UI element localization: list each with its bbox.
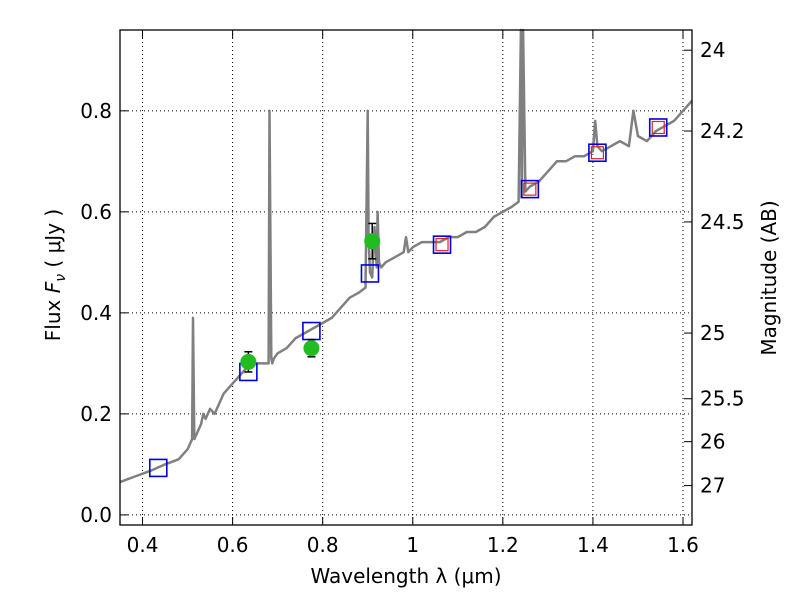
model-point-red (651, 120, 665, 135)
plot-frame (119, 29, 693, 526)
y2-tick-label: 24.5 (700, 210, 745, 234)
y-tick-label: 0.8 (80, 99, 112, 123)
y-tick-label: 0.0 (80, 503, 112, 527)
y-tick-label: 0.4 (80, 301, 112, 325)
x-axis-label: Wavelength λ (μm) (310, 564, 501, 588)
y2-axis-ticks: 24 24.2 24.5 25 25.5 26 27 (684, 38, 745, 498)
y-axis-label: Flux Fν ( μJy ) (41, 209, 69, 341)
y-axis-label-unit: ( μJy ) (41, 209, 65, 274)
x-axis-ticks: 0.4 0.6 0.8 1 1.2 1.4 1.6 (127, 30, 699, 557)
y2-tick-label: 26 (700, 430, 725, 454)
x-tick-label: 0.6 (217, 533, 249, 557)
grid (120, 30, 692, 525)
x-tick-label: 0.4 (127, 533, 159, 557)
y-axis-label-part: Flux (41, 293, 65, 341)
model-point-blue (588, 143, 607, 163)
axes-frame (119, 29, 693, 526)
y2-tick-label: 24.2 (700, 119, 745, 143)
x-tick-label: 1.2 (487, 533, 519, 557)
model-point-blue (520, 179, 540, 199)
spectrum (119, 28, 693, 484)
y-tick-label: 0.6 (80, 200, 112, 224)
model-point-blue (432, 235, 452, 254)
observed-point (364, 233, 381, 250)
plot-area (120, 30, 692, 525)
model-point-blue (648, 118, 668, 137)
model-point-blue (360, 264, 380, 283)
y-axis-label-subscript: ν (53, 274, 69, 282)
model-point-red (590, 146, 605, 160)
x-tick-label: 0.8 (307, 533, 339, 557)
spectrum-line (119, 28, 693, 484)
y-tick-label: 0.2 (80, 402, 112, 426)
x-tick-label: 1.4 (577, 533, 609, 557)
model-point-red (435, 238, 449, 252)
model-point-red (523, 182, 537, 196)
plot-background (120, 30, 692, 525)
y-axis-label-symbol: F (41, 281, 65, 293)
observed-points (240, 222, 381, 373)
observed-point (303, 340, 320, 357)
y2-tick-label: 25.5 (700, 387, 745, 411)
model-points-red (435, 120, 665, 252)
y2-tick-label: 25 (700, 321, 725, 345)
model-point-blue (148, 458, 168, 478)
observed-point (240, 353, 257, 370)
y2-tick-label: 24 (700, 38, 725, 62)
x-tick-label: 1.6 (667, 533, 699, 557)
y-axis-ticks: 0.0 0.2 0.4 0.6 0.8 (80, 99, 128, 527)
x-tick-label: 1 (406, 533, 419, 557)
y2-tick-label: 27 (700, 474, 725, 498)
y2-axis-label: Magnitude (AB) (757, 200, 781, 355)
model-points (148, 118, 668, 478)
